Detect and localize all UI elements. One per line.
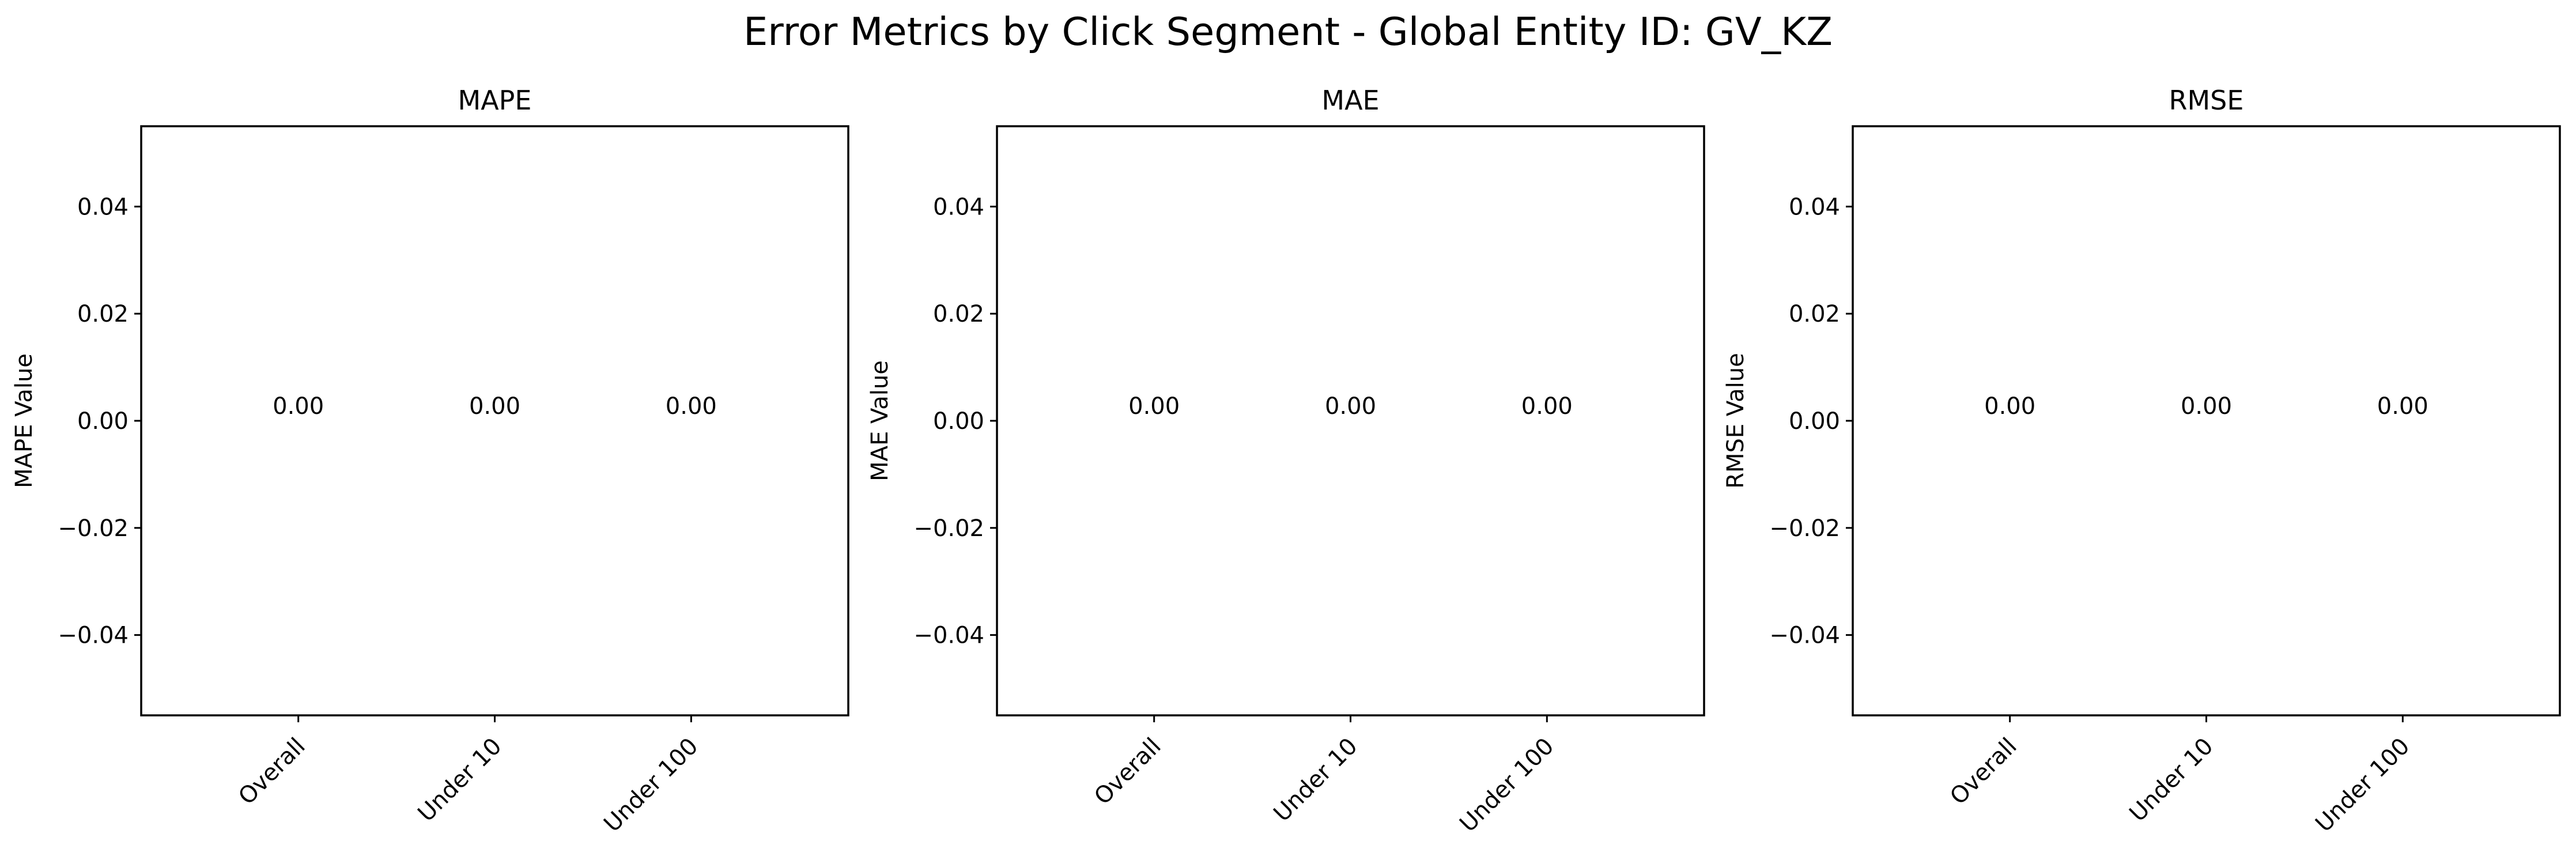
y-tick-label: 0.04 <box>933 194 984 220</box>
y-tick-label: −0.02 <box>1769 515 1840 542</box>
data-label: 0.00 <box>1521 393 1573 420</box>
y-tick-label: 0.02 <box>77 301 129 327</box>
data-label: 0.00 <box>2377 393 2428 420</box>
y-tick-label: −0.04 <box>1769 623 1840 649</box>
y-tick-label: 0.02 <box>1789 301 1840 327</box>
y-axis-label-mape: MAPE Value <box>11 353 37 488</box>
y-tick-label: −0.02 <box>58 515 129 542</box>
figure-title: Error Metrics by Click Segment - Global … <box>743 9 1833 54</box>
y-tick-label: 0.04 <box>1789 194 1840 220</box>
y-tick-label: 0.00 <box>77 408 129 435</box>
y-tick-label: 0.00 <box>1789 408 1840 435</box>
y-tick-label: −0.02 <box>913 515 984 542</box>
subplot-title-rmse: RMSE <box>2169 85 2244 116</box>
y-tick-label: −0.04 <box>58 623 129 649</box>
y-axis-label-rmse: RMSE Value <box>1723 353 1749 489</box>
data-label: 0.00 <box>666 393 717 420</box>
y-tick-label: 0.00 <box>933 408 984 435</box>
y-tick-label: 0.02 <box>933 301 984 327</box>
data-label: 0.00 <box>1128 393 1180 420</box>
y-tick-label: −0.04 <box>913 623 984 649</box>
data-label: 0.00 <box>1325 393 1376 420</box>
data-label: 0.00 <box>1984 393 2035 420</box>
data-label: 0.00 <box>273 393 324 420</box>
data-label: 0.00 <box>2181 393 2232 420</box>
subplot-title-mae: MAE <box>1321 85 1379 116</box>
subplot-title-mape: MAPE <box>458 85 532 116</box>
data-label: 0.00 <box>469 393 520 420</box>
y-tick-label: 0.04 <box>77 194 129 220</box>
y-axis-label-mae: MAE Value <box>867 360 893 481</box>
